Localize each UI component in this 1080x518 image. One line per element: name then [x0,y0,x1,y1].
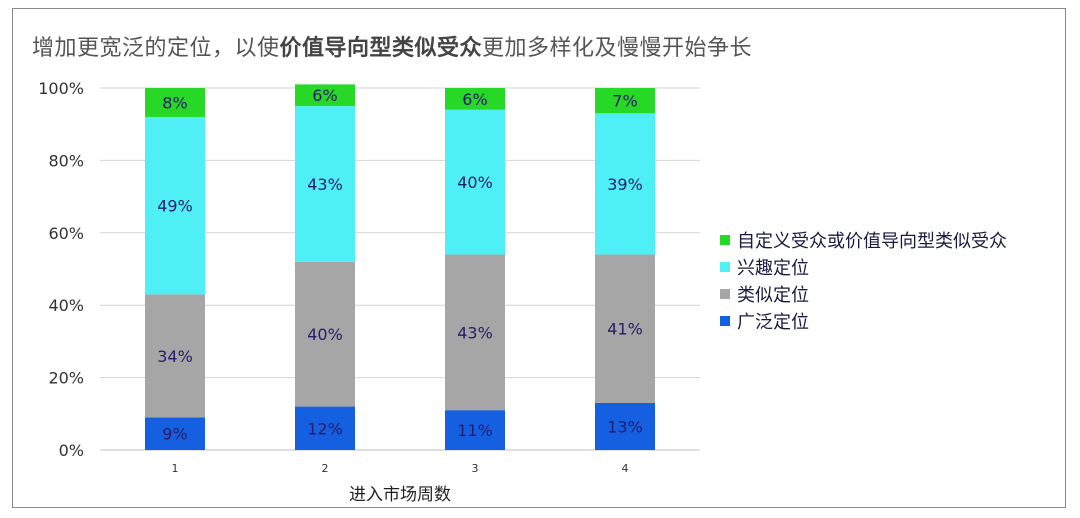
y-tick-label: 20% [48,369,84,388]
bar-segment [145,88,205,117]
legend-item: 广泛定位 [720,307,1007,334]
data-label: 49% [157,197,193,216]
data-label: 12% [307,419,343,438]
legend-swatch [720,261,730,272]
y-tick-label: 80% [48,151,84,170]
legend-swatch [720,315,730,326]
data-label: 40% [307,325,343,344]
data-label: 13% [607,417,643,436]
data-label: 40% [457,173,493,192]
legend-label: 兴趣定位 [737,257,809,279]
y-tick-label: 40% [48,296,84,315]
bar-segment [445,109,505,255]
data-label: 43% [457,323,493,342]
legend-item: 兴趣定位 [720,253,1007,280]
bar-segment [595,113,655,255]
bar-segment [295,406,355,450]
y-tick-label: 0% [59,441,84,460]
bar-segment [445,410,505,450]
y-tick-label: 100% [38,79,84,98]
data-label: 34% [157,347,193,366]
x-axis-title: 进入市场周数 [349,485,451,505]
data-label: 6% [312,86,337,105]
legend-label: 广泛定位 [737,311,809,333]
legend-swatch [720,234,730,245]
legend-item: 类似定位 [720,280,1007,307]
data-label: 6% [462,90,487,109]
chart-legend: 自定义受众或价值导向型类似受众 兴趣定位 类似定位 广泛定位 [720,226,1007,334]
data-label: 41% [607,320,643,339]
chart-title-post: 更加多样化及慢慢开始争长 [482,36,753,61]
bar-segment [595,402,655,450]
x-tick-label: 3 [472,462,479,475]
bar-segment [595,254,655,403]
legend-swatch [720,288,730,299]
data-label: 39% [607,175,643,194]
data-label: 43% [307,175,343,194]
chart-title-pre: 增加更宽泛的定位，以使 [32,36,280,61]
bar-segment [295,84,355,107]
y-tick-label: 60% [48,224,84,243]
bar-segment [145,417,205,450]
bar-segment [445,88,505,110]
x-tick-label: 1 [172,462,179,475]
chart-title: 增加更宽泛的定位，以使价值导向型类似受众更加多样化及慢慢开始争长 [32,30,752,62]
x-tick-label: 4 [622,462,629,475]
legend-label: 类似定位 [737,284,809,306]
data-label: 9% [162,425,187,444]
bar-segment [295,261,355,407]
chart-title-emphasis: 价值导向型类似受众 [279,36,483,61]
legend-item: 自定义受众或价值导向型类似受众 [720,226,1007,253]
data-label: 11% [457,421,493,440]
bar-segment [145,294,205,418]
legend-label: 自定义受众或价值导向型类似受众 [737,230,1007,252]
x-tick-label: 2 [322,462,329,475]
data-label: 8% [162,93,187,112]
bar-segment [295,106,355,262]
data-label: 7% [612,92,637,111]
bar-segment [595,88,655,114]
bar-segment [145,116,205,295]
bar-segment [445,254,505,411]
